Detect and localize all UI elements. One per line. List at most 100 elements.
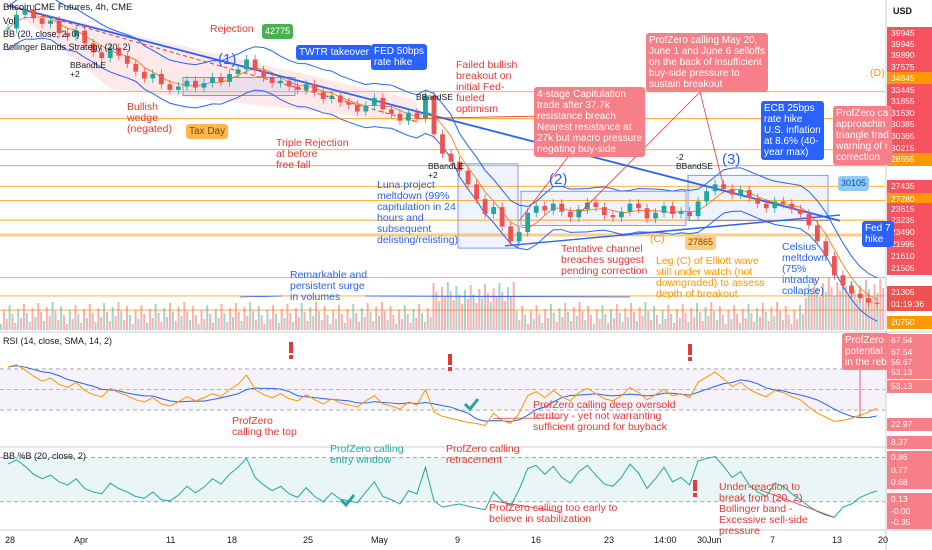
volume-bar [309,307,312,330]
volume-bar [88,304,91,330]
price-axis-label: 23490 [887,226,932,239]
volume-bar [452,300,455,330]
volume-bar [876,293,879,330]
volume-bar [395,324,398,330]
candle-body [269,77,275,84]
volume-bar [292,322,295,330]
volume-bar [214,309,217,330]
candle-body [644,208,650,219]
volume-bar [260,315,263,330]
volume-bar [421,313,424,330]
volume-bar [151,318,154,330]
volume-bar [194,315,197,330]
volume-bar [704,307,707,330]
volume-bar [329,324,332,330]
volume-bar [810,293,813,330]
candle-body [601,207,607,216]
volume-bar [475,303,478,330]
volume-bar [443,296,446,330]
annotation-celsius: Celsius meltdown (75% intraday collapse) [782,241,827,297]
annotation-pz-oversold: ProfZero calling deep oversold territory… [533,399,676,433]
price-axis-label: 39945 [887,38,932,51]
volume-bar [240,321,243,330]
volume-legend: Vol [3,16,16,26]
volume-bar [5,319,8,330]
candle-body [653,212,658,219]
volume-bar [850,281,853,330]
volume-bar [733,305,736,330]
candle-body [576,209,582,218]
annotation-failed-bullish: Failed bullish breakout on initial Fed- … [456,59,518,115]
candle-body [789,203,795,210]
price-axis-label: 27435 [887,180,932,193]
time-axis-label: 11 [166,535,176,545]
volume-bar [237,312,240,330]
volume-bar [698,312,701,330]
candle-body [82,30,88,44]
price-axis-label: 39890 [887,49,932,62]
volume-bar [601,305,604,330]
bbp-axis-label: 0.13 [887,493,932,506]
volume-bar [650,320,653,330]
volume-bar [830,287,833,330]
volume-bar [163,308,166,330]
candle-body [388,109,394,114]
candle-body [806,213,812,226]
volume-bar [77,314,80,330]
wedge-line [7,5,418,123]
volume-bar [824,292,827,330]
bbp-axis-label: -0.00 [887,505,932,518]
volume-bar [266,310,269,330]
candle-body [704,191,710,202]
volume-bar [183,302,186,330]
volume-bar [481,298,484,330]
volume-bar [635,321,638,330]
volume-bar [372,321,375,330]
check-marker [463,398,480,412]
volume-bar [283,318,286,330]
signal-bbandse-1: BBandSE [416,92,453,102]
volume-bar [120,311,123,330]
volume-bar [280,309,283,330]
rsi-axis-label: 8.37 [887,436,932,449]
wave-d-label: (D) [870,67,885,79]
annotation-tax-day: Tax Day [186,124,229,139]
volume-bar [363,317,366,330]
volume-bar [335,319,338,330]
volume-bar [143,314,146,330]
volume-bar [813,279,816,330]
price-axis-label: 21305 [887,286,932,299]
volume-bar [406,314,409,330]
candle-body [406,112,411,121]
candle-body [107,47,113,59]
rsi-line [7,364,878,427]
volume-bar [355,313,358,330]
warning-marker-dot [693,493,697,497]
candle-body [371,97,377,106]
volume-bar [272,305,275,330]
candle-body [474,184,479,200]
candle-body [363,105,369,112]
volume-bar [91,313,94,330]
candle-body [397,113,403,121]
volume-bar [249,302,252,330]
candle-body [797,209,803,214]
candle-body [755,198,761,204]
volume-bar [469,285,472,330]
signal-bbandse-2: -2 BBandSE [676,152,713,171]
volume-bar [25,313,28,330]
volume-bar [787,315,790,330]
wave-2-label: (2) [549,171,568,188]
volume-bar [446,282,449,330]
candle-body [329,95,335,99]
volume-bar [547,318,550,330]
candle-body [184,80,190,87]
volume-bar [126,306,129,330]
rsi-legend: RSI (14, close, SMA, 14, 2) [3,336,113,346]
volume-bar [758,317,761,330]
volume-bar [498,283,501,330]
time-axis-label: 30 [697,535,708,545]
volume-bar [71,319,74,330]
volume-bar [621,322,624,330]
